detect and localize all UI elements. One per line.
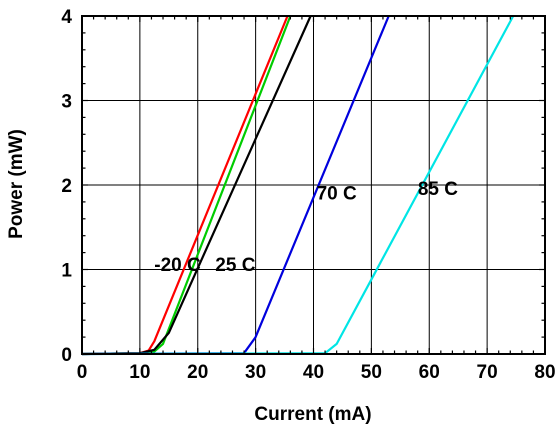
curve-annotation: 70 C [317,183,357,204]
x-tick-label: 30 [245,362,266,383]
tick-labels: 0 10 20 30 40 50 60 70 80 0 1 2 3 4 [61,7,555,383]
y-tick-label: 3 [61,92,72,113]
x-tick-label: 0 [77,362,88,383]
x-tick-label: 10 [129,362,150,383]
curve-annotation: 25 C [215,255,255,276]
axis-ticks [82,16,545,354]
x-tick-label: 70 [477,362,498,383]
x-tick-label: 80 [534,362,555,383]
x-axis-label: Current (mA) [254,404,371,425]
y-tick-label: 2 [61,176,72,197]
y-tick-label: 1 [61,261,72,282]
x-tick-label: 20 [187,362,208,383]
curve-annotation: -20 C [154,255,201,276]
grid-lines [82,16,545,354]
x-tick-label: 40 [303,362,324,383]
x-tick-label: 50 [361,362,382,383]
curve-annotation: 85 C [418,179,458,200]
x-tick-label: 60 [419,362,440,383]
y-tick-label: 0 [61,345,72,366]
annotations: -20 C 25 C 70 C 85 C [154,179,458,276]
y-axis-label: Power (mW) [6,129,27,239]
y-tick-label: 4 [61,7,72,28]
